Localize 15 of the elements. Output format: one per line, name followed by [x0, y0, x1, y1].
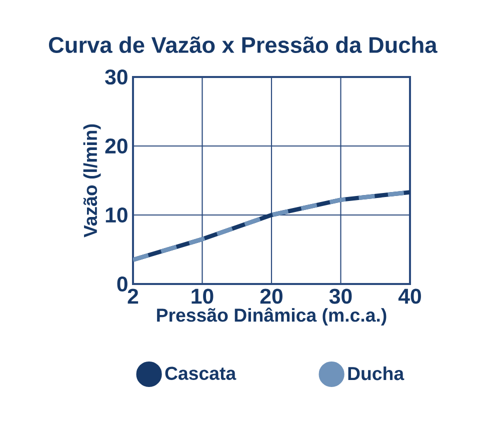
- x-tick-label: 10: [192, 288, 214, 304]
- x-tick-label: 20: [260, 288, 282, 304]
- legend-label: Cascata: [165, 366, 236, 380]
- y-tick-label: 20: [105, 138, 128, 154]
- chart-title: Curva de Vazão x Pressão da Ducha: [48, 36, 438, 54]
- y-tick-label: 30: [105, 69, 128, 85]
- y-tick-label: 0: [117, 276, 128, 292]
- line-series: [133, 190, 410, 262]
- x-axis-title: Pressão Dinâmica (m.c.a.): [157, 308, 386, 326]
- y-tick-label: 10: [106, 207, 128, 223]
- legend-label: Ducha: [348, 366, 404, 380]
- x-tick-label: 30: [329, 288, 352, 304]
- x-tick-label: 40: [398, 288, 421, 304]
- x-tick-label: 2: [128, 288, 138, 304]
- y-axis-title: Vazão (l/min): [83, 124, 101, 238]
